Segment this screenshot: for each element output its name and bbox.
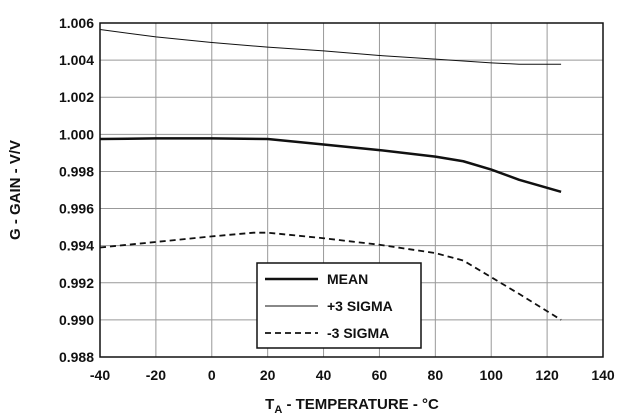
legend-label-plus3sigma: +3 SIGMA <box>327 298 393 314</box>
y-tick-label: 1.006 <box>59 15 94 31</box>
x-tick-label: 120 <box>535 367 559 383</box>
x-tick-labels: -40 -20 0 20 40 60 80 100 120 140 <box>90 367 615 383</box>
y-tick-label: 1.004 <box>59 52 94 68</box>
x-tick-label: -20 <box>146 367 166 383</box>
y-tick-label: 0.998 <box>59 163 94 179</box>
y-tick-label: 0.992 <box>59 275 94 291</box>
x-tick-label: -40 <box>90 367 110 383</box>
x-tick-label: 0 <box>208 367 216 383</box>
y-axis-title: G - GAIN - V/V <box>7 140 24 240</box>
series-line-plus3sigma <box>99 28 562 65</box>
series-line-mean <box>99 137 562 194</box>
x-tick-label: 40 <box>316 367 332 383</box>
y-tick-label: 0.990 <box>59 312 94 328</box>
plot-frame <box>99 22 604 358</box>
y-tick-label: 1.000 <box>59 126 94 142</box>
legend-label-mean: MEAN <box>327 271 368 287</box>
series-line-minus3sigma <box>99 231 562 321</box>
y-tick-label: 0.994 <box>59 238 94 254</box>
series-lines <box>99 28 562 321</box>
legend-label-minus3sigma: -3 SIGMA <box>327 325 389 341</box>
x-tick-label: 140 <box>591 367 615 383</box>
x-axis-title: TA - TEMPERATURE - °C <box>265 396 439 416</box>
x-axis-title-rest: - TEMPERATURE - °C <box>282 396 439 413</box>
y-tick-labels: 0.988 0.990 0.992 0.994 0.996 0.998 1.000 1.002… <box>59 15 94 365</box>
y-tick-label: 0.996 <box>59 201 94 217</box>
x-tick-label: 60 <box>372 367 388 383</box>
y-tick-label: 0.988 <box>59 349 94 365</box>
legend: MEAN +3 SIGMA -3 SIGMA <box>256 262 422 349</box>
x-tick-label: 20 <box>260 367 276 383</box>
x-tick-label: 80 <box>428 367 444 383</box>
x-tick-label: 100 <box>480 367 504 383</box>
x-axis-title-subscript: A <box>274 404 282 416</box>
x-axis-title-main: T <box>265 396 274 413</box>
y-tick-label: 1.002 <box>59 89 94 105</box>
